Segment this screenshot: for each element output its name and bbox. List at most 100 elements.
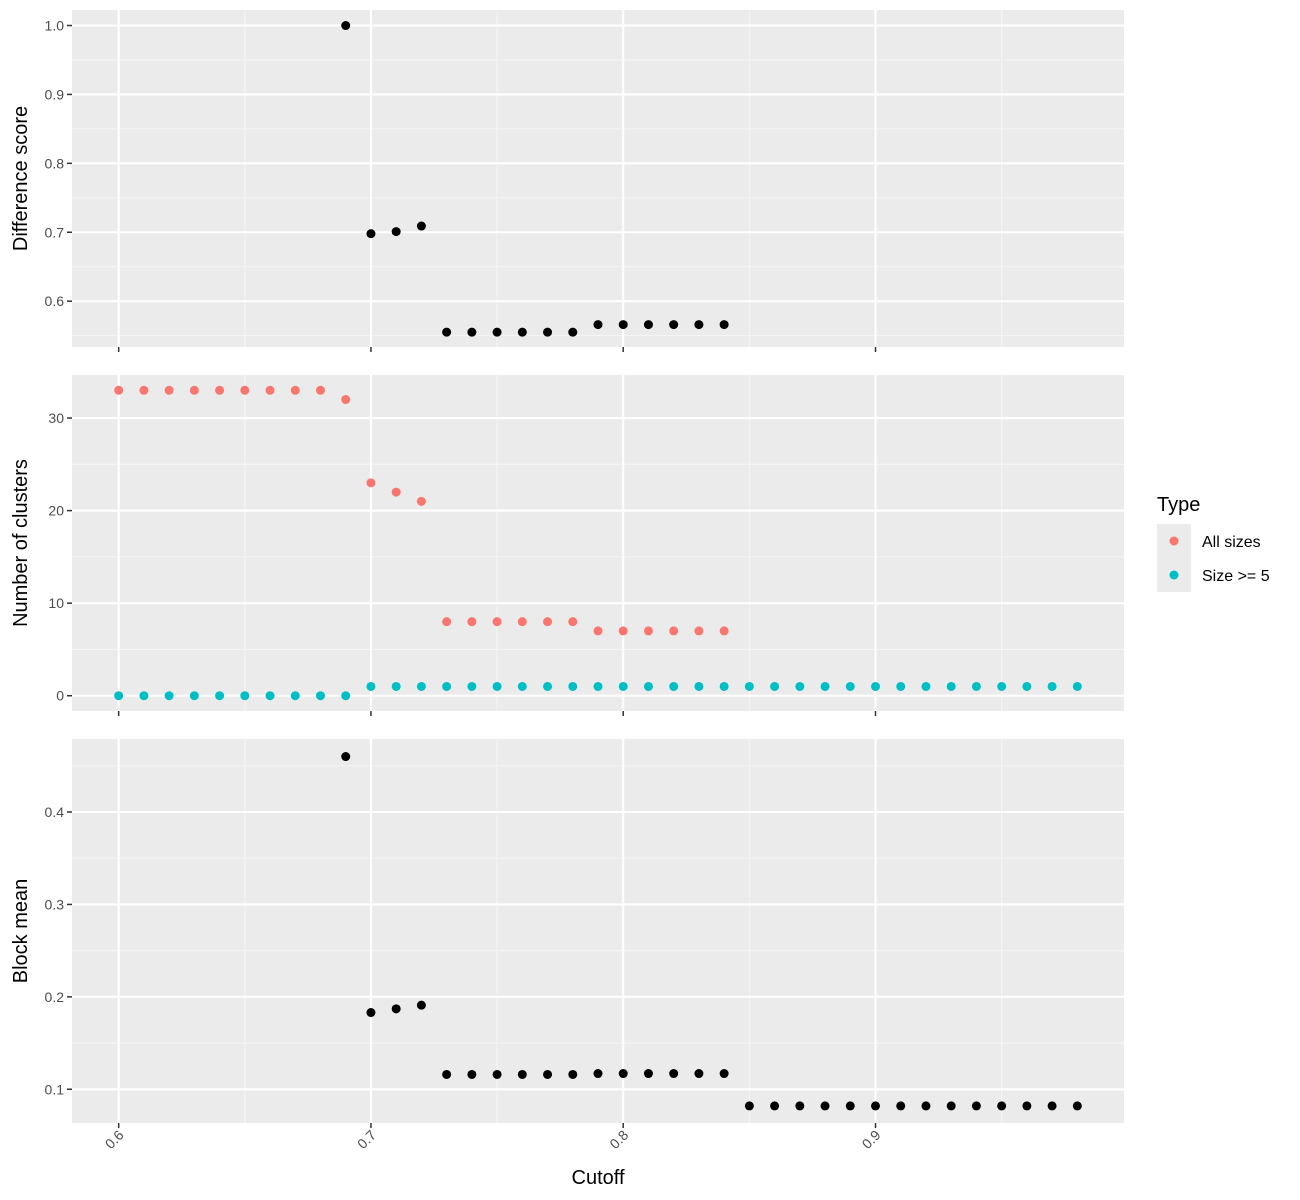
data-point — [492, 1069, 502, 1079]
y-tick-label: 0.4 — [45, 804, 65, 820]
data-point — [997, 1101, 1007, 1111]
legend-label-size-ge-5: Size >= 5 — [1202, 568, 1270, 585]
data-point — [845, 681, 855, 691]
data-point — [946, 1101, 956, 1111]
data-point — [189, 385, 199, 395]
data-point — [366, 229, 376, 239]
data-point — [543, 617, 553, 627]
data-point — [240, 385, 250, 395]
data-point — [517, 681, 527, 691]
data-point — [1022, 681, 1032, 691]
data-point — [543, 1069, 553, 1079]
data-point — [618, 681, 628, 691]
data-point — [442, 681, 452, 691]
data-point — [719, 1069, 729, 1079]
series — [341, 752, 1082, 1111]
data-point — [517, 327, 527, 337]
data-point — [694, 1069, 704, 1079]
data-point — [719, 626, 729, 636]
data-point — [189, 691, 199, 701]
data-point — [669, 320, 679, 330]
data-point — [643, 320, 653, 330]
data-point — [618, 320, 628, 330]
data-point — [265, 385, 275, 395]
data-point — [315, 385, 325, 395]
y-tick-label: 0.7 — [45, 224, 65, 240]
data-point — [694, 626, 704, 636]
data-point — [820, 681, 830, 691]
data-point — [568, 1069, 578, 1079]
data-point — [543, 327, 553, 337]
data-point — [770, 1101, 780, 1111]
x-axis-title: Cutoff — [572, 1167, 625, 1189]
data-point — [997, 681, 1007, 691]
data-point — [618, 1069, 628, 1079]
data-point — [341, 21, 351, 31]
data-point — [568, 681, 578, 691]
y-axis-title: Difference score — [10, 106, 32, 251]
data-point — [442, 617, 452, 627]
data-point — [416, 496, 426, 506]
series-size-5 — [114, 681, 1082, 701]
data-point — [921, 681, 931, 691]
data-point — [1072, 1101, 1082, 1111]
data-point — [215, 385, 225, 395]
data-point — [139, 691, 149, 701]
data-point — [492, 327, 502, 337]
data-point — [442, 1069, 452, 1079]
data-point — [921, 1101, 931, 1111]
data-point — [770, 681, 780, 691]
y-tick-label: 1.0 — [45, 18, 65, 34]
data-point — [820, 1101, 830, 1111]
data-point — [871, 681, 881, 691]
panel-background — [72, 375, 1124, 711]
data-point — [1022, 1101, 1032, 1111]
data-point — [871, 1101, 881, 1111]
y-tick-label: 0.2 — [45, 989, 65, 1005]
data-point — [568, 617, 578, 627]
y-tick-label: 10 — [48, 595, 64, 611]
legend-key-all-sizes — [1169, 536, 1179, 546]
data-point — [164, 691, 174, 701]
data-point — [290, 691, 300, 701]
data-point — [517, 1069, 527, 1079]
data-point — [795, 681, 805, 691]
data-point — [719, 681, 729, 691]
data-point — [669, 1069, 679, 1079]
legend: Type All sizes Size >= 5 — [1157, 494, 1270, 592]
legend-title: Type — [1157, 494, 1200, 516]
data-point — [517, 617, 527, 627]
legend-label-all-sizes: All sizes — [1202, 534, 1261, 551]
data-point — [971, 681, 981, 691]
panels-layer: 0.6 0.7 0.8 0.9 1.0 Difference score 0 10 20 30 Nu… — [10, 10, 1124, 1152]
data-point — [744, 681, 754, 691]
data-point — [896, 1101, 906, 1111]
data-point — [416, 221, 426, 231]
data-point — [391, 227, 401, 237]
legend-key-size-ge-5 — [1169, 570, 1179, 580]
data-point — [593, 626, 603, 636]
data-point — [366, 478, 376, 488]
data-point — [694, 320, 704, 330]
data-point — [593, 320, 603, 330]
data-point — [618, 626, 628, 636]
data-point — [543, 681, 553, 691]
data-point — [215, 691, 225, 701]
data-point — [467, 681, 477, 691]
panel-background — [72, 10, 1124, 347]
data-point — [391, 681, 401, 691]
y-tick-label: 0.6 — [45, 293, 65, 309]
data-point — [341, 395, 351, 405]
data-point — [669, 626, 679, 636]
data-point — [341, 691, 351, 701]
data-point — [341, 752, 351, 762]
data-point — [290, 385, 300, 395]
data-point — [795, 1101, 805, 1111]
data-point — [643, 681, 653, 691]
data-point — [896, 681, 906, 691]
data-point — [568, 327, 578, 337]
data-point — [114, 385, 124, 395]
y-tick-label: 20 — [48, 503, 64, 519]
series-all-sizes — [114, 385, 729, 636]
